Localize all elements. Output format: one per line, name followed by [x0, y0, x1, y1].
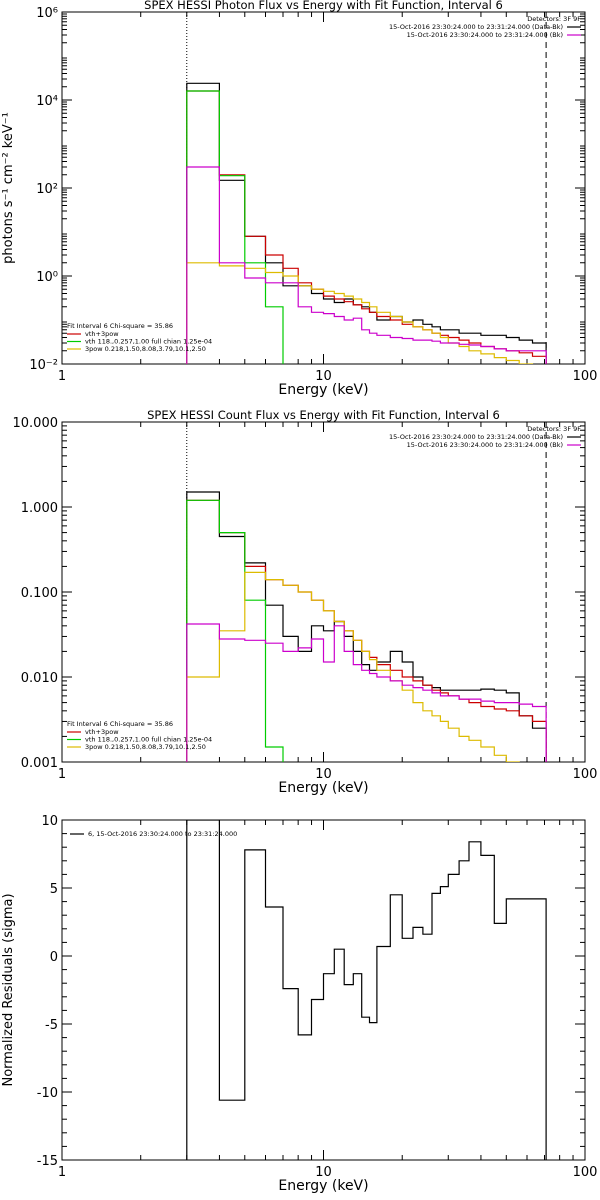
- legend-fit-header: Fit Interval 6 Chi-square = 35.86: [67, 322, 173, 330]
- legend-entry: vth 118.,0.257,1.00 full chian 1.25e-04: [85, 338, 212, 346]
- series-line-3pow: [186, 571, 520, 762]
- x-tick-label: 10: [315, 1165, 332, 1180]
- x-tick-label: 1: [58, 369, 66, 384]
- panel-2: SPEX HESSI Count Flux vs Energy with Fit…: [13, 408, 598, 796]
- y-axis-label: Normalized Residuals (sigma): [1, 893, 16, 1086]
- series-line-3pow: [186, 262, 534, 364]
- y-axis-label: photons s⁻¹ cm⁻² keV⁻¹: [1, 112, 16, 264]
- legend-entry: 3pow 0.218,1.50,8.08,3.79,10.1,2.50: [85, 743, 206, 751]
- chart-title: SPEX HESSI Photon Flux vs Energy with Fi…: [144, 0, 503, 12]
- legend-entry: 3pow 0.218,1.50,8.08,3.79,10.1,2.50: [85, 345, 206, 353]
- legend-detectors: Detectors: 3F 9F: [527, 15, 581, 23]
- x-tick-label: 1: [58, 767, 66, 782]
- x-tick-label: 100: [573, 767, 598, 782]
- legend-entry: 15-Oct-2016 23:30:24.000 to 23:31:24.000…: [389, 23, 563, 31]
- y-tick-label: 5: [50, 882, 58, 897]
- y-tick-label: 1.000: [21, 501, 58, 516]
- y-tick-label: 10²: [36, 182, 58, 197]
- legend-entry: vth+3pow: [85, 330, 119, 338]
- series-line-data-bk: [186, 82, 547, 364]
- legend-entry: vth 118.,0.257,1.00 full chian 1.25e-04: [85, 736, 212, 744]
- x-axis-label: Energy (keV): [278, 1178, 368, 1194]
- x-axis-label: Energy (keV): [278, 382, 368, 398]
- legend-entry: vth+3pow: [85, 728, 119, 736]
- y-tick-label: 0.010: [21, 671, 58, 686]
- series-line-6: [186, 820, 547, 1160]
- panel-1: SPEX HESSI Photon Flux vs Energy with Fi…: [1, 0, 597, 398]
- legend-entry: 6, 15-Oct-2016 23:30:24.000 to 23:31:24.…: [88, 830, 237, 838]
- y-tick-label: -10: [37, 1086, 58, 1101]
- y-tick-label: 0.100: [21, 586, 58, 601]
- y-tick-label: 10: [41, 814, 58, 829]
- x-tick-label: 1: [58, 1165, 66, 1180]
- legend-detectors: Detectors: 3F 9F: [527, 425, 581, 433]
- series-line-bk: [186, 166, 547, 364]
- x-axis-label: Energy (keV): [278, 780, 368, 796]
- legend-entry: 15-Oct-2016 23:30:24.000 to 23:31:24.000…: [389, 433, 563, 441]
- x-tick-label: 100: [573, 1165, 598, 1180]
- legend-fit-header: Fit Interval 6 Chi-square = 35.86: [67, 720, 173, 728]
- x-tick-label: 10: [315, 369, 332, 384]
- y-tick-label: -5: [45, 1018, 58, 1033]
- legend-entry: 15-Oct-2016 23:30:24.000 to 23:31:24.000…: [407, 31, 563, 39]
- series-line-bk: [186, 623, 547, 762]
- y-tick-label: -15: [37, 1154, 58, 1169]
- series-line-vth: [186, 499, 284, 762]
- y-tick-label: 10⁰: [36, 270, 58, 285]
- series-line-vth: [186, 90, 284, 364]
- y-tick-label: 10⁻²: [29, 358, 58, 373]
- y-tick-label: 0: [50, 950, 58, 965]
- x-tick-label: 10: [315, 767, 332, 782]
- chart-title: SPEX HESSI Count Flux vs Energy with Fit…: [147, 408, 500, 422]
- y-tick-label: 0.001: [21, 756, 58, 771]
- y-tick-label: 10.000: [13, 416, 59, 431]
- y-tick-label: 10⁴: [36, 94, 58, 109]
- y-tick-label: 10⁶: [36, 6, 58, 21]
- x-tick-label: 100: [573, 369, 598, 384]
- legend-entry: 15-Oct-2016 23:30:24.000 to 23:31:24.000…: [407, 441, 563, 449]
